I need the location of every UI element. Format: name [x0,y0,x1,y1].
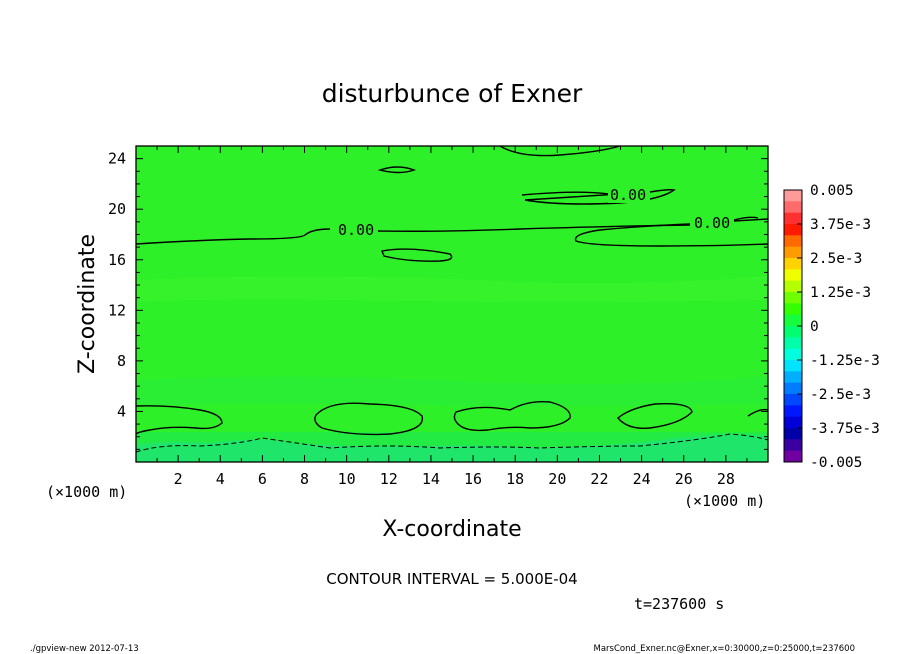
contour-line [136,405,223,435]
contour-line [733,216,759,221]
y-tick-label: 12 [108,301,126,319]
colorbar-swatch [784,235,802,248]
colorbar-swatch [784,371,802,384]
y-tick-label: 24 [108,150,126,168]
colorbar-swatch [784,337,802,350]
x-tick-label: 18 [506,470,524,488]
colorbar-swatch [784,190,802,202]
contour-line [499,146,621,157]
x-tick-label: 22 [590,470,608,488]
x-tick-label: 2 [174,470,183,488]
contour-label: 0.00 [694,214,730,232]
x-tick-label: 12 [380,470,398,488]
colorbar-swatch [784,280,802,293]
colorbar-label: 1.25e-3 [810,285,871,301]
y-tick-label: 20 [108,200,126,218]
y-tick-label: 8 [117,352,126,370]
x-tick-label: 4 [216,470,225,488]
colorbar-swatch [784,292,802,304]
chart-title: disturbunce of Exner [322,79,583,108]
colorbar-label: -2.5e-3 [810,387,871,403]
colorbar-swatch [784,326,802,338]
colorbar-swatch [784,428,802,440]
colorbar-swatch [784,303,802,316]
field-band-negative [136,434,768,462]
contour-line [381,248,453,262]
colorbar-swatch [784,314,802,327]
colorbar-swatch [784,269,802,282]
colorbar-swatch [784,348,802,361]
x-tick-label: 16 [464,470,482,488]
x-tick-label: 28 [717,470,735,488]
plot-fill [136,146,768,462]
x-tick-label: 8 [300,470,309,488]
colorbar-swatch [784,258,802,270]
x-axis-unit: (×1000 m) [684,492,765,510]
colorbar-swatch [784,382,802,395]
contour-line [377,166,417,174]
colorbar-label: 0.005 [810,183,854,199]
colorbar-label: 0 [810,319,819,335]
x-axis-ticks: 2 4 6 8 10 12 14 16 18 20 22 24 26 28 [156,146,748,488]
x-tick-label: 10 [338,470,356,488]
colorbar-swatch [784,246,802,259]
colorbar-swatch [784,450,802,463]
contour-lines [136,146,768,453]
y-axis-ticks: 4 8 12 16 20 24 [108,150,768,450]
colorbar-swatch [784,405,802,418]
contour-line [453,400,571,432]
x-axis-title: X-coordinate [382,517,521,542]
colorbar-label: 3.75e-3 [810,217,871,233]
contour-line-dashed [136,433,768,453]
contour-label: 0.00 [338,221,374,239]
colorbar-swatch [784,201,802,214]
y-axis-unit: (×1000 m) [46,483,127,501]
y-tick-label: 16 [108,251,126,269]
contour-label-bg [336,222,378,238]
colorbar-swatch [784,394,802,406]
contour-label: 0.00 [610,186,646,204]
colorbar-swatch [784,212,802,225]
contour-line [574,223,768,247]
contour-line [617,402,693,429]
colorbar-swatch [784,416,802,429]
colorbar-swatch [784,439,802,452]
colorbar-label: -0.005 [810,455,862,471]
field-patch-lower [136,376,768,406]
y-axis-title: Z-coordinate [75,234,100,374]
footer-right: MarsCond_Exner.nc@Exner,x=0:30000,z=0:25… [593,644,855,654]
colorbar-swatch [784,360,802,372]
time-label: t=237600 s [634,595,724,613]
footer-left: ./gpview-new 2012-07-13 [30,644,139,654]
colorbar-label: -1.25e-3 [810,353,880,369]
contour-label-bg [608,187,650,203]
contour-line [314,402,424,436]
x-tick-label: 20 [548,470,566,488]
contour-line [747,408,768,417]
x-tick-label: 26 [675,470,693,488]
field-patch-upper [136,276,768,302]
field-background [136,146,768,462]
contour-label-bg [692,215,734,231]
colorbar-label: -3.75e-3 [810,421,880,437]
colorbar-label: 2.5e-3 [810,251,862,267]
colorbar: 0.005 3.75e-3 2.5e-3 1.25e-3 0 -1.25e-3 -2.5e-… [783,183,880,471]
x-tick-label: 24 [633,470,651,488]
x-tick-label: 14 [422,470,440,488]
y-tick-label: 4 [117,402,126,420]
contour-interval-text: CONTOUR INTERVAL = 5.000E-04 [326,570,577,588]
colorbar-swatch [784,224,802,236]
x-tick-label: 6 [258,470,267,488]
